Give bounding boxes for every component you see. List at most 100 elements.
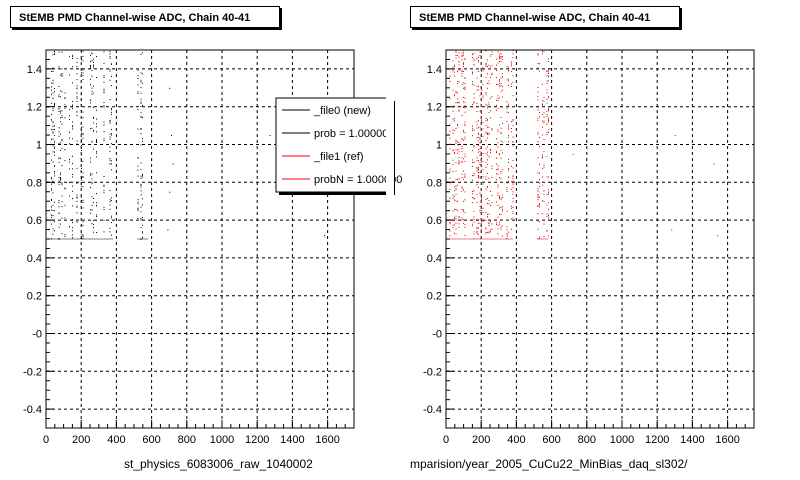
data-point [81, 201, 82, 203]
data-point [72, 230, 73, 232]
data-point [51, 129, 52, 131]
data-point [472, 106, 473, 108]
data-point [506, 108, 508, 110]
data-point [490, 191, 491, 192]
data-point [506, 182, 508, 184]
data-point [548, 69, 549, 71]
data-point [512, 136, 514, 138]
data-point [51, 200, 52, 201]
data-point [482, 161, 484, 162]
data-point [58, 135, 60, 137]
data-point [482, 207, 484, 209]
data-point [463, 189, 464, 191]
data-point [93, 65, 94, 67]
data-point [90, 66, 91, 68]
data-point [54, 129, 55, 130]
data-point [490, 66, 491, 68]
data-point [61, 123, 63, 125]
data-point [109, 146, 111, 148]
data-point [140, 87, 142, 89]
data-point [81, 58, 82, 60]
data-point [69, 109, 70, 111]
data-point [82, 126, 84, 128]
data-point [537, 194, 539, 196]
data-point [548, 73, 549, 74]
data-point [103, 190, 105, 192]
data-point [487, 172, 488, 174]
data-point [512, 57, 514, 59]
data-point [485, 62, 487, 64]
data-point [506, 226, 508, 228]
data-point [500, 117, 502, 118]
data-point [458, 151, 460, 153]
data-point [546, 92, 548, 94]
x-tick-label: 200 [72, 434, 90, 446]
data-point [140, 81, 142, 83]
data-point [485, 50, 487, 52]
data-point [548, 71, 549, 73]
data-point [111, 129, 112, 131]
data-point [537, 213, 539, 215]
data-point [82, 111, 84, 113]
data-point [109, 208, 111, 210]
data-point [454, 190, 455, 192]
data-point [491, 51, 493, 53]
data-point [96, 193, 97, 195]
data-point [109, 122, 111, 124]
data-point [490, 55, 491, 57]
data-point [490, 231, 491, 233]
data-point [464, 175, 466, 177]
data-point [54, 175, 55, 177]
data-point [476, 168, 478, 170]
data-point [476, 167, 478, 168]
data-point [54, 104, 55, 106]
data-point [537, 205, 539, 207]
data-point [485, 104, 487, 106]
data-point [502, 58, 503, 60]
data-point [455, 193, 457, 195]
data-point [496, 224, 497, 225]
y-tick-label: 1 [436, 140, 442, 152]
data-point [109, 136, 111, 138]
data-point [72, 185, 73, 187]
plot-title-left: StEMB PMD Channel-wise ADC, Chain 40-41 [10, 6, 280, 28]
data-point [479, 161, 481, 163]
data-point [458, 216, 460, 218]
data-point [481, 92, 482, 94]
data-point [103, 81, 105, 83]
data-point [103, 88, 105, 90]
data-point [449, 177, 451, 179]
data-point [82, 56, 84, 58]
data-point [546, 114, 548, 116]
data-point [449, 75, 451, 77]
y-tick-label: 1.2 [427, 102, 442, 114]
data-point [537, 53, 539, 55]
data-point [546, 98, 548, 100]
data-point [72, 58, 73, 60]
data-point [487, 186, 488, 187]
x-tick-label: 600 [142, 434, 160, 446]
data-point [473, 174, 475, 176]
data-point [103, 184, 105, 186]
data-point [72, 121, 73, 123]
data-point [461, 75, 463, 77]
data-point [51, 82, 52, 84]
data-point [454, 94, 455, 96]
data-point [508, 177, 509, 179]
data-point [546, 111, 548, 113]
data-point [500, 157, 502, 159]
data-point [487, 231, 488, 233]
data-point [476, 137, 478, 139]
data-point [508, 105, 509, 107]
data-point [52, 192, 54, 194]
data-point [64, 117, 66, 119]
data-point [500, 177, 502, 179]
data-point [546, 156, 548, 158]
data-point [542, 213, 543, 215]
data-point [491, 74, 493, 76]
data-point [482, 169, 484, 171]
data-point [463, 50, 464, 52]
data-point [64, 104, 66, 106]
data-point [461, 157, 463, 159]
data-point [508, 158, 509, 160]
